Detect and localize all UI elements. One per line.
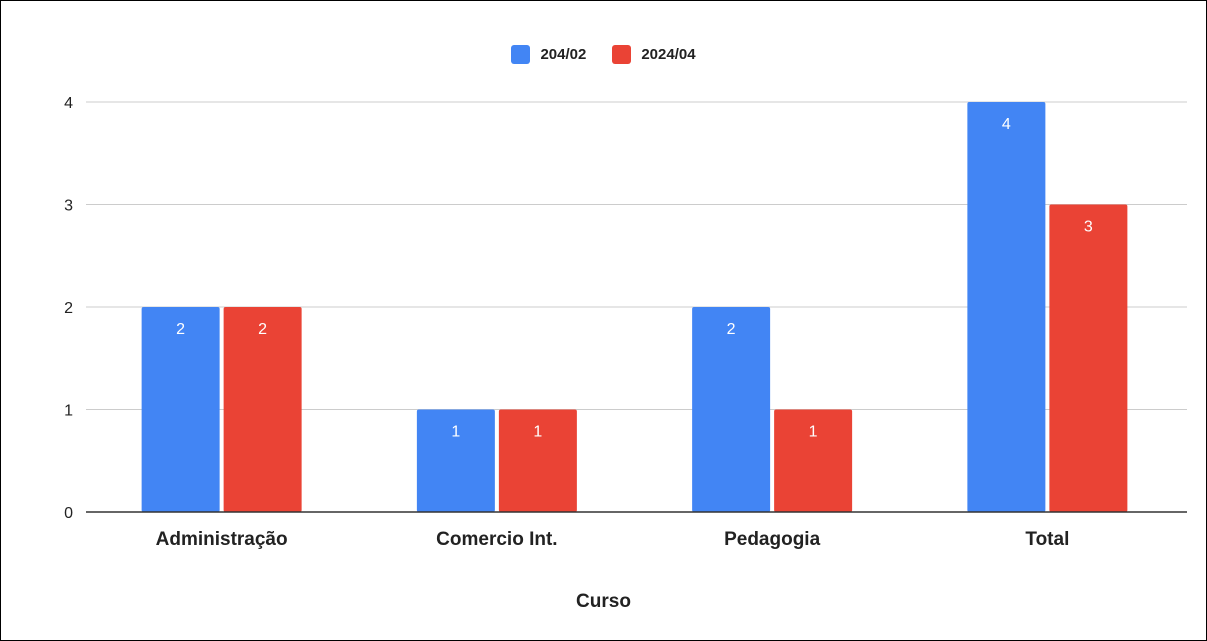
bar-2-3 [774, 409, 853, 512]
data-label-1-2: 1 [451, 424, 460, 441]
data-label-2-1: 2 [258, 321, 267, 338]
x-tick-label-1: Administração [156, 529, 288, 550]
legend-item-series-1[interactable]: 204/02 [511, 45, 586, 64]
data-label-2-4: 3 [1084, 219, 1093, 236]
legend-label-series-2: 2024/04 [641, 46, 696, 63]
bar-2-2 [498, 409, 577, 512]
bar-1-1 [141, 307, 220, 512]
x-axis-title: Curso [576, 591, 631, 612]
legend-swatch-series-2 [612, 45, 632, 64]
x-tick-label-4: Total [1025, 529, 1069, 550]
bar-2-1 [223, 307, 302, 512]
data-label-2-3: 1 [809, 424, 818, 441]
data-label-1-1: 2 [176, 321, 185, 338]
data-label-2-2: 1 [533, 424, 542, 441]
y-tick-label-3: 3 [64, 198, 73, 215]
bar-1-4 [967, 102, 1046, 512]
y-tick-label-4: 4 [64, 95, 73, 112]
data-label-1-3: 2 [727, 321, 736, 338]
legend: 204/02 2024/04 [0, 45, 1207, 64]
x-tick-label-2: Comercio Int. [436, 529, 557, 550]
y-tick-label-2: 2 [64, 300, 73, 317]
x-tick-label-3: Pedagogia [724, 529, 821, 550]
data-label-1-4: 4 [1002, 116, 1011, 133]
legend-swatch-series-1 [511, 45, 531, 64]
y-tick-label-1: 1 [64, 403, 73, 420]
bar-1-3 [692, 307, 771, 512]
bar-1-2 [416, 409, 495, 512]
legend-label-series-1: 204/02 [540, 46, 587, 63]
bar-2-4 [1049, 204, 1128, 512]
legend-item-series-2[interactable]: 2024/04 [612, 45, 696, 64]
y-tick-label-0: 0 [64, 505, 73, 522]
